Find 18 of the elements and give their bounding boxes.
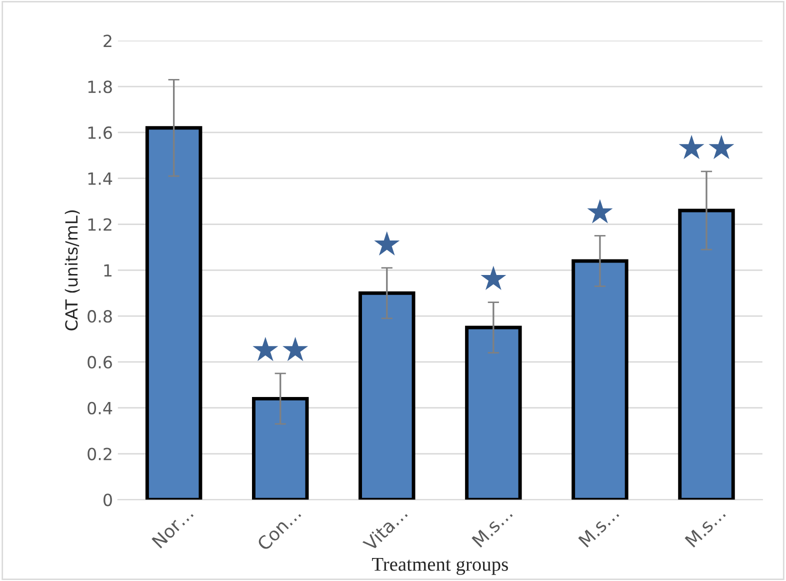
y-axis-title: CAT (units/mL) xyxy=(64,210,80,330)
y-tick-label: 1.8 xyxy=(88,80,112,94)
y-tick-label: 0.8 xyxy=(88,310,112,323)
data-label: ★ xyxy=(587,199,613,224)
y-tick-label: 1.6 xyxy=(88,126,112,140)
x-axis-title: Treatment groups xyxy=(372,558,508,575)
y-tick-label: 0 xyxy=(104,494,112,506)
y-tick-label: 2 xyxy=(104,34,112,47)
y-tick-label: 0.4 xyxy=(88,402,112,414)
y-tick-label: 0.2 xyxy=(88,448,112,460)
data-label: ★★ xyxy=(252,336,308,362)
data-label: ★ xyxy=(374,231,400,256)
data-label: ★ xyxy=(480,266,506,290)
y-tick-label: 1 xyxy=(104,264,112,276)
data-label: ★★ xyxy=(678,134,734,160)
y-tick-label: 1.4 xyxy=(88,172,112,185)
y-tick-label: 0.6 xyxy=(88,356,112,369)
y-tick-label: 1.2 xyxy=(88,218,112,231)
